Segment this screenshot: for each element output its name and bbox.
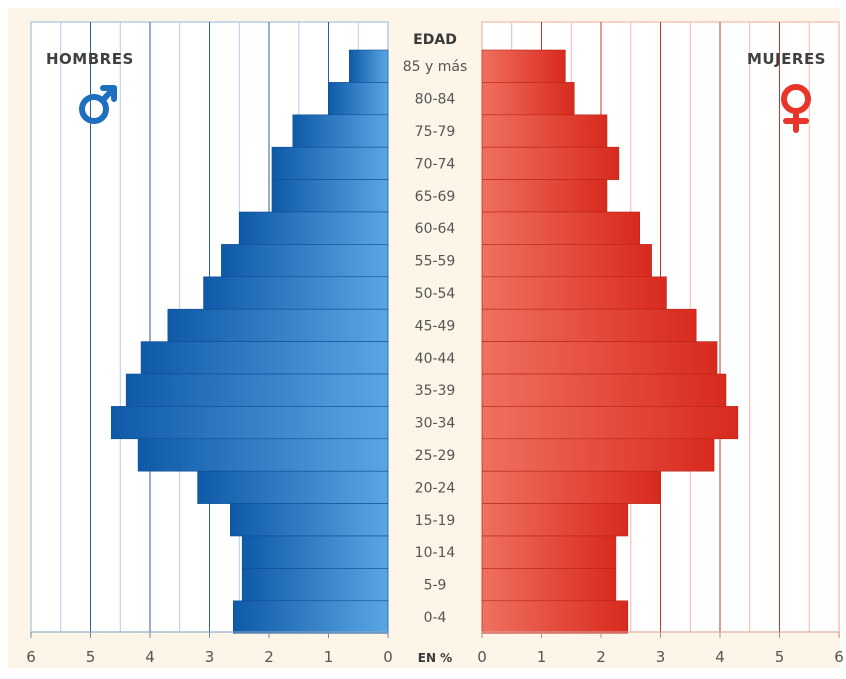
male-bar — [167, 308, 389, 342]
female-bar — [481, 49, 566, 83]
female-bar — [481, 373, 727, 407]
right-tick-label: 4 — [715, 648, 725, 666]
male-bar — [111, 406, 389, 440]
left-tick-label: 2 — [264, 648, 274, 666]
right-tick-label: 6 — [834, 648, 844, 666]
female-symbol-icon — [781, 84, 811, 133]
age-group-label: 30-34 — [415, 416, 456, 432]
male-bars — [111, 49, 389, 634]
female-bar — [481, 146, 620, 180]
age-group-label: 5-9 — [424, 578, 447, 594]
female-bar — [481, 82, 575, 116]
male-bar — [241, 535, 389, 569]
female-bar — [481, 114, 608, 148]
age-header: EDAD — [413, 32, 457, 48]
male-bar — [233, 600, 389, 634]
age-group-label: 15-19 — [415, 513, 456, 529]
female-bars — [481, 49, 739, 634]
female-bar — [481, 211, 640, 245]
female-bar — [481, 470, 661, 504]
male-bar — [197, 470, 389, 504]
left-tick-label: 5 — [86, 648, 96, 666]
left-tick-label: 6 — [26, 648, 36, 666]
right-axis-ticks: 0 1 2 3 4 5 6 — [477, 632, 844, 666]
age-group-label: 50-54 — [415, 286, 456, 302]
male-bar — [203, 276, 389, 310]
age-group-label: 10-14 — [415, 545, 456, 561]
male-symbol-icon — [79, 85, 117, 124]
female-bar — [481, 179, 608, 213]
male-bar — [241, 568, 389, 602]
age-group-label: 80-84 — [415, 92, 456, 108]
female-bar — [481, 276, 667, 310]
female-bar — [481, 503, 629, 537]
male-bar — [349, 49, 389, 83]
male-bar — [137, 438, 389, 472]
male-bar — [238, 211, 389, 245]
age-group-label: 70-74 — [415, 156, 456, 172]
age-group-label: 65-69 — [415, 189, 456, 205]
age-group-label: 75-79 — [415, 124, 456, 140]
age-group-label: 25-29 — [415, 448, 456, 464]
female-series-label: MUJERES — [747, 50, 826, 68]
left-axis-ticks: 6 5 4 3 2 1 0 — [26, 632, 393, 666]
female-bar — [481, 406, 739, 440]
age-group-label: 20-24 — [415, 480, 456, 496]
male-bar — [230, 503, 389, 537]
female-bar — [481, 308, 697, 342]
right-tick-label: 1 — [537, 648, 547, 666]
male-bar — [221, 244, 389, 278]
right-tick-label: 0 — [477, 648, 487, 666]
right-tick-label: 3 — [656, 648, 666, 666]
age-group-label: 85 y más — [403, 59, 468, 75]
age-group-label: 35-39 — [415, 383, 456, 399]
female-bar — [481, 438, 715, 472]
left-tick-label: 3 — [205, 648, 215, 666]
right-tick-label: 2 — [596, 648, 606, 666]
female-bar — [481, 600, 629, 634]
female-bar — [481, 568, 617, 602]
female-bar — [481, 341, 718, 375]
male-series-label: HOMBRES — [46, 50, 134, 68]
male-bar — [125, 373, 389, 407]
male-bar — [271, 146, 389, 180]
axis-unit-label: EN % — [418, 651, 452, 665]
age-group-label: 45-49 — [415, 318, 456, 334]
left-tick-label: 1 — [324, 648, 334, 666]
male-bar — [328, 82, 389, 116]
female-bar — [481, 244, 652, 278]
female-bar — [481, 535, 617, 569]
age-labels: 85 y más 80-84 75-79 70-74 65-69 60-64 55-59 50… — [403, 59, 468, 626]
male-bar — [292, 114, 389, 148]
age-group-label: 40-44 — [415, 351, 456, 367]
right-tick-label: 5 — [775, 648, 785, 666]
age-group-label: 0-4 — [424, 610, 447, 626]
age-group-label: 60-64 — [415, 221, 456, 237]
left-tick-label: 4 — [145, 648, 155, 666]
male-bar — [140, 341, 389, 375]
male-bar — [271, 179, 389, 213]
age-group-label: 55-59 — [415, 254, 456, 270]
left-tick-label: 0 — [383, 648, 393, 666]
